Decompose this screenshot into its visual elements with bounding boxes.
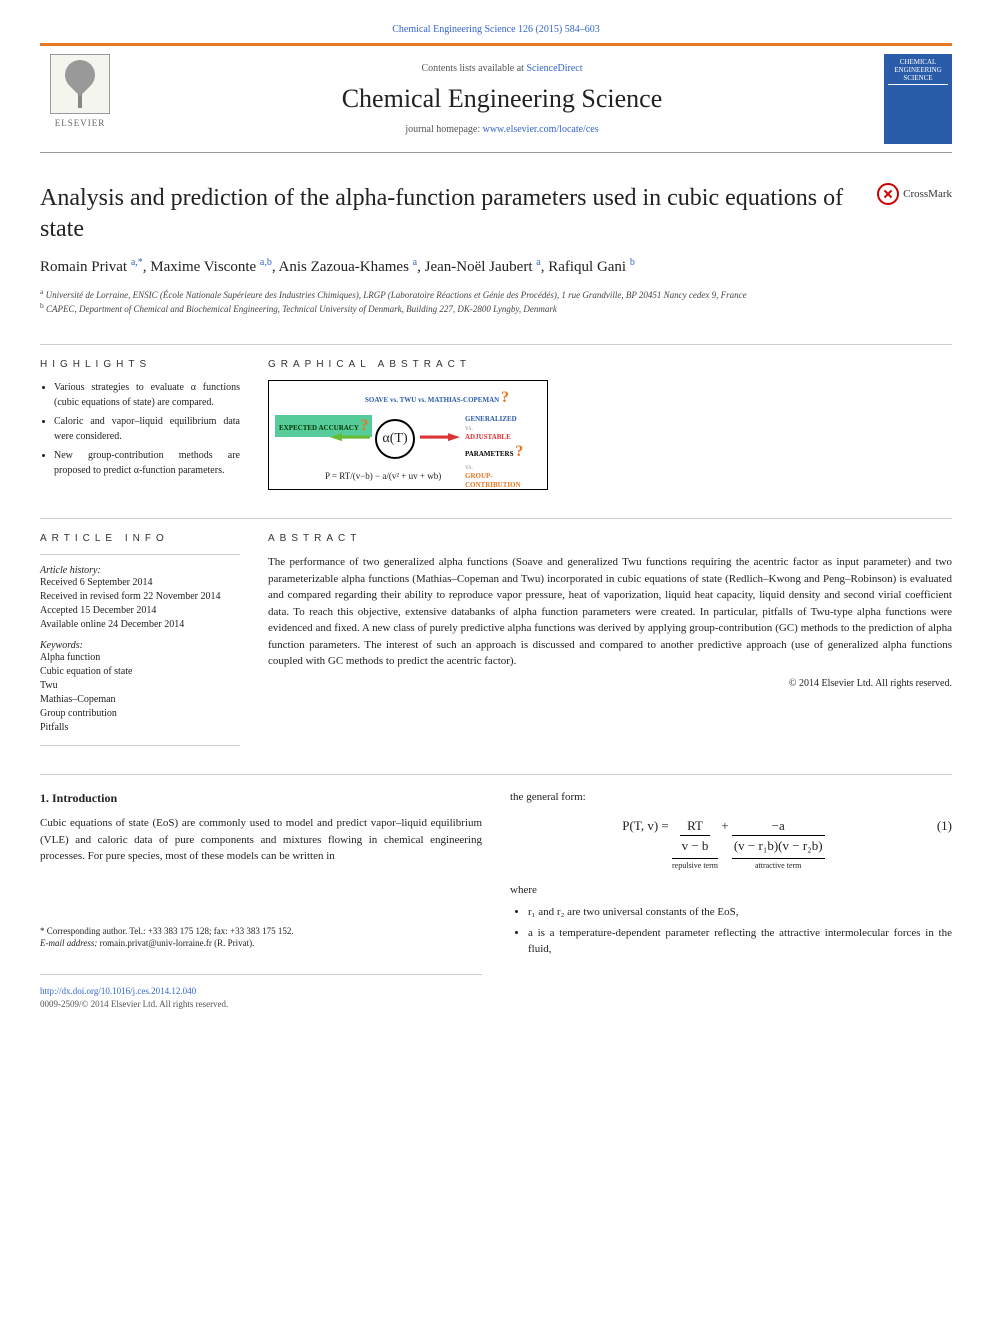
journal-header: ELSEVIER Contents lists available at Sci… [40, 43, 952, 153]
received-date: Received 6 September 2014 [40, 576, 240, 590]
keyword-item: Cubic equation of state [40, 665, 240, 679]
homepage-link[interactable]: www.elsevier.com/locate/ces [483, 124, 599, 135]
crossmark-badge[interactable]: CrossMark [877, 183, 952, 205]
corresponding-author: * Corresponding author. Tel.: +33 383 17… [40, 925, 482, 950]
affiliation-a: Université de Lorraine, ENSIC (École Nat… [46, 290, 747, 300]
email-label: E-mail address: [40, 938, 97, 948]
equation-1: P(T, v) = RTv − b repulsive term + −a(v … [510, 816, 952, 872]
publisher-name: ELSEVIER [55, 118, 106, 128]
elsevier-logo: ELSEVIER [40, 54, 120, 144]
highlights-heading: HIGHLIGHTS [40, 359, 240, 370]
keyword-item: Group contribution [40, 707, 240, 721]
doi-link[interactable]: http://dx.doi.org/10.1016/j.ces.2014.12.… [40, 986, 196, 996]
abstract-copyright: © 2014 Elsevier Ltd. All rights reserved… [268, 678, 952, 689]
highlights-list: Various strategies to evaluate α functio… [40, 380, 240, 478]
corr-line: * Corresponding author. Tel.: +33 383 17… [40, 925, 482, 938]
where-bullet: r₁ and r₂ are two universal constants of… [528, 904, 952, 921]
author-list: Romain Privat a,*, Maxime Visconte a,b, … [40, 255, 952, 279]
sciencedirect-link[interactable]: ScienceDirect [526, 63, 582, 74]
email-suffix: (R. Privat). [214, 938, 254, 948]
article-info-heading: ARTICLE INFO [40, 533, 240, 544]
affiliations: a Université de Lorraine, ENSIC (École N… [40, 287, 952, 316]
contents-line: Contents lists available at ScienceDirec… [120, 63, 884, 74]
abstract-heading: ABSTRACT [268, 533, 952, 544]
crossmark-icon [877, 183, 899, 205]
ga-expected-label: EXPECTED ACCURACY ? [275, 415, 372, 437]
journal-name: Chemical Engineering Science [120, 84, 884, 114]
highlight-item: New group-contribution methods are propo… [54, 448, 240, 478]
highlight-item: Various strategies to evaluate α functio… [54, 380, 240, 410]
crossmark-label: CrossMark [903, 188, 952, 200]
abstract-text: The performance of two generalized alpha… [268, 554, 952, 670]
keywords-label: Keywords: [40, 640, 240, 651]
right-col-lead: the general form: [510, 789, 952, 806]
corr-email[interactable]: romain.privat@univ-lorraine.fr [100, 938, 212, 948]
article-info-box: Article history: Received 6 September 20… [40, 554, 240, 746]
history-label: Article history: [40, 565, 240, 576]
accepted-date: Accepted 15 December 2014 [40, 604, 240, 618]
highlight-item: Caloric and vapor–liquid equilibrium dat… [54, 414, 240, 444]
where-bullets: r₁ and r₂ are two universal constants of… [510, 904, 952, 958]
intro-heading: 1. Introduction [40, 789, 482, 807]
journal-cover-thumbnail: CHEMICAL ENGINEERING SCIENCE [884, 54, 952, 144]
ga-arrow-right-icon [420, 433, 460, 441]
graphical-abstract: EXPECTED ACCURACY ? SOAVE vs. TWU vs. MA… [268, 380, 548, 490]
keyword-item: Alpha function [40, 651, 240, 665]
affiliation-b: CAPEC, Department of Chemical and Bioche… [46, 304, 557, 314]
keyword-item: Mathias–Copeman [40, 693, 240, 707]
elsevier-tree-icon [50, 54, 110, 114]
issn-line: 0009-2509/© 2014 Elsevier Ltd. All right… [40, 998, 482, 1012]
cover-title: CHEMICAL ENGINEERING SCIENCE [888, 58, 948, 85]
article-title: Analysis and prediction of the alpha-fun… [40, 183, 857, 245]
citation-link[interactable]: Chemical Engineering Science 126 (2015) … [392, 24, 599, 35]
revised-date: Received in revised form 22 November 201… [40, 590, 240, 604]
ga-top-comparison: SOAVE vs. TWU vs. MATHIAS-COPEMAN ? [365, 389, 509, 407]
homepage-line: journal homepage: www.elsevier.com/locat… [120, 124, 884, 135]
where-bullet: a is a temperature-dependent parameter r… [528, 925, 952, 958]
online-date: Available online 24 December 2014 [40, 618, 240, 632]
intro-paragraph: Cubic equations of state (EoS) are commo… [40, 815, 482, 865]
ga-right-options: GENERALIZED vs. ADJUSTABLE PARAMETERS ? … [465, 415, 541, 490]
citation-line: Chemical Engineering Science 126 (2015) … [40, 24, 952, 35]
keyword-item: Pitfalls [40, 721, 240, 735]
keyword-item: Twu [40, 679, 240, 693]
contents-text: Contents lists available at [421, 63, 523, 74]
ga-alpha-circle: α(T) [375, 419, 415, 459]
where-label: where [510, 882, 952, 899]
homepage-text: journal homepage: [405, 124, 480, 135]
ga-equation: P = RT/(v−b) − a/(v² + uv + wb) [325, 471, 441, 481]
graphical-abstract-heading: GRAPHICAL ABSTRACT [268, 359, 952, 370]
footer: http://dx.doi.org/10.1016/j.ces.2014.12.… [40, 974, 482, 1012]
keywords-list: Alpha functionCubic equation of stateTwu… [40, 651, 240, 735]
